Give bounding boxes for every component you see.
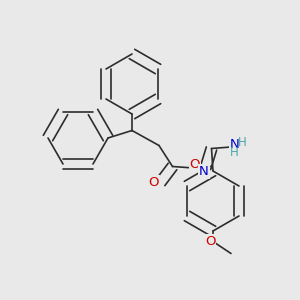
Text: H: H (238, 136, 247, 149)
Text: O: O (149, 176, 159, 189)
Text: H: H (230, 146, 239, 159)
Text: O: O (205, 235, 215, 248)
Text: O: O (190, 158, 200, 171)
Text: N: N (230, 138, 239, 151)
Text: N: N (199, 165, 209, 178)
